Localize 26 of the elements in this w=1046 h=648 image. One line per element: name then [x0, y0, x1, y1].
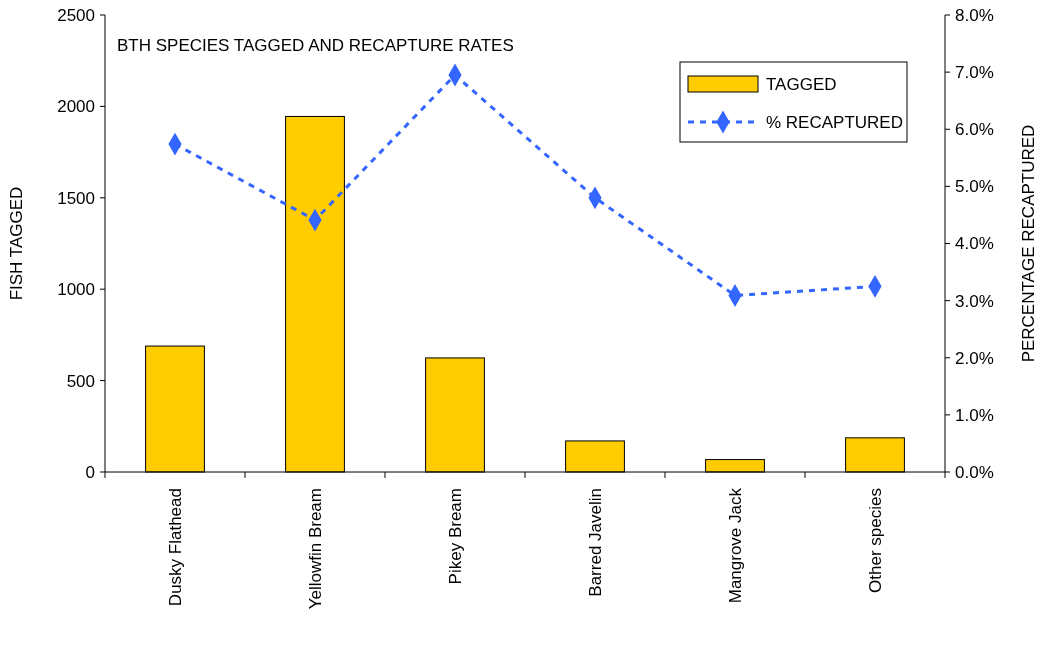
y-tick-label: 2500 [57, 5, 95, 25]
x-tick-label: Pikey Bream [445, 488, 465, 585]
y-tick-label: 0 [85, 462, 95, 482]
x-tick-label: Mangrove Jack [725, 487, 745, 604]
y2-tick-label: 8.0% [955, 5, 994, 25]
x-tick-label: Dusky Flathead [165, 488, 185, 607]
y-tick-label: 2000 [57, 97, 95, 117]
legend-label: TAGGED [766, 74, 837, 94]
x-tick-label: Yellowfin Bream [305, 488, 325, 610]
y2-tick-label: 0.0% [955, 462, 994, 482]
y2-axis-title: PERCENTAGE RECAPTURED [1019, 124, 1038, 363]
y-tick-label: 1000 [57, 280, 95, 300]
y-tick-label: 500 [66, 371, 95, 391]
y2-tick-label: 7.0% [955, 63, 994, 83]
x-tick-label: Other species [865, 488, 885, 593]
y2-tick-label: 5.0% [955, 177, 994, 197]
y-axis-title: FISH TAGGED [7, 186, 26, 301]
y2-tick-label: 2.0% [955, 348, 994, 368]
text: BTH SPECIES TAGGED AND RECAPTURE RATES [117, 36, 514, 55]
x-tick-label: Barred Javelin [585, 488, 605, 597]
y2-tick-label: 3.0% [955, 291, 994, 311]
y2-tick-label: 1.0% [955, 405, 994, 425]
legend-label: % RECAPTURED [766, 112, 903, 132]
y2-tick-label: 6.0% [955, 120, 994, 140]
y2-tick-label: 4.0% [955, 234, 994, 254]
y-tick-label: 1500 [57, 188, 95, 208]
